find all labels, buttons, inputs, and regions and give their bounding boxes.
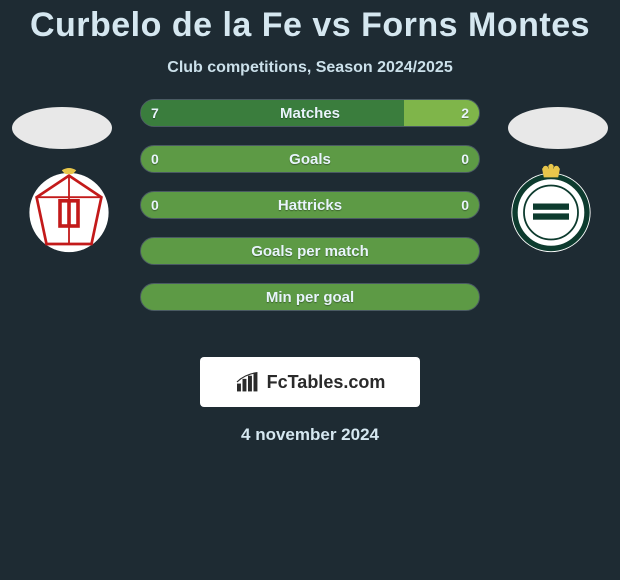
bar-chart-icon (235, 371, 261, 393)
stat-label: Goals (141, 146, 479, 172)
stat-value-left: 0 (151, 146, 159, 172)
stat-row: Goals per match (140, 237, 480, 265)
stat-row: Min per goal (140, 283, 480, 311)
stat-value-right: 0 (461, 146, 469, 172)
club-crest-left (24, 163, 114, 253)
player-left-placeholder (12, 107, 112, 149)
stat-row: Goals0 0 (140, 145, 480, 173)
stat-seg-left (141, 100, 404, 126)
stat-label: Min per goal (141, 284, 479, 310)
shield-icon (506, 163, 596, 253)
stat-value-right: 0 (461, 192, 469, 218)
fctables-label: FcTables.com (267, 372, 386, 393)
stat-row: Matches72 (140, 99, 480, 127)
stat-bars: Matches72Goals00Hattricks00Goals per mat… (140, 99, 480, 311)
stat-row: Hattricks0 0 (140, 191, 480, 219)
stat-label: Goals per match (141, 238, 479, 264)
fctables-logo: FcTables.com (200, 357, 420, 407)
shield-icon (24, 163, 114, 253)
page-title: Curbelo de la Fe vs Forns Montes (0, 0, 620, 45)
subtitle: Club competitions, Season 2024/2025 (0, 59, 620, 77)
player-right-placeholder (508, 107, 608, 149)
comparison-stage: Matches72Goals00Hattricks00Goals per mat… (0, 99, 620, 339)
stat-value-left: 0 (151, 192, 159, 218)
date-label: 4 november 2024 (0, 425, 620, 445)
stat-seg-right (404, 100, 479, 126)
club-crest-right (506, 163, 596, 253)
stat-label: Hattricks (141, 192, 479, 218)
